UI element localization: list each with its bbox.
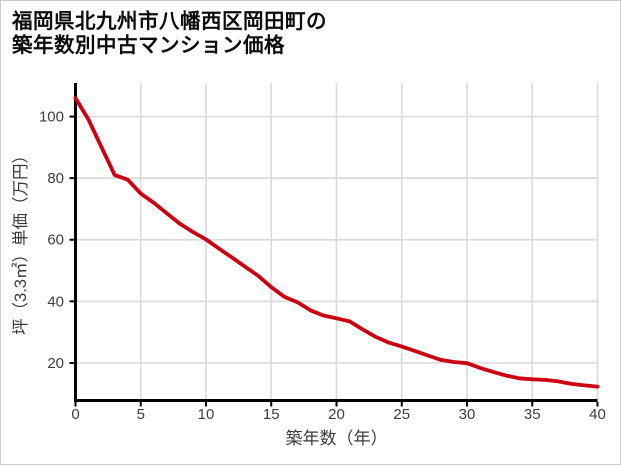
y-tick-label: 100	[39, 109, 64, 126]
x-axis-title: 築年数（年）	[286, 429, 388, 448]
x-tick-label: 20	[328, 406, 345, 423]
price-line	[73, 96, 600, 389]
y-tick-label: 60	[47, 232, 64, 249]
y-axis-title: 坪（3.3㎡）単価（万円）	[11, 147, 30, 335]
x-tick-label: 25	[393, 406, 410, 423]
chart-title: 福岡県北九州市八幡西区岡田町の 築年数別中古マンション価格	[12, 10, 327, 58]
y-tick-label: 40	[47, 293, 64, 310]
chart-title-line1: 福岡県北九州市八幡西区岡田町の	[12, 10, 327, 33]
x-tick-label: 5	[137, 406, 145, 423]
x-tick-label: 40	[589, 406, 606, 423]
x-tick-label: 15	[263, 406, 280, 423]
y-tick-label: 20	[47, 355, 64, 372]
x-tick-label: 30	[459, 406, 476, 423]
y-tick-label: 80	[47, 170, 64, 187]
x-tick-label: 10	[198, 406, 215, 423]
x-tick-label: 0	[71, 406, 79, 423]
x-tick-label: 35	[524, 406, 541, 423]
chart-title-line2: 築年数別中古マンション価格	[12, 34, 285, 57]
